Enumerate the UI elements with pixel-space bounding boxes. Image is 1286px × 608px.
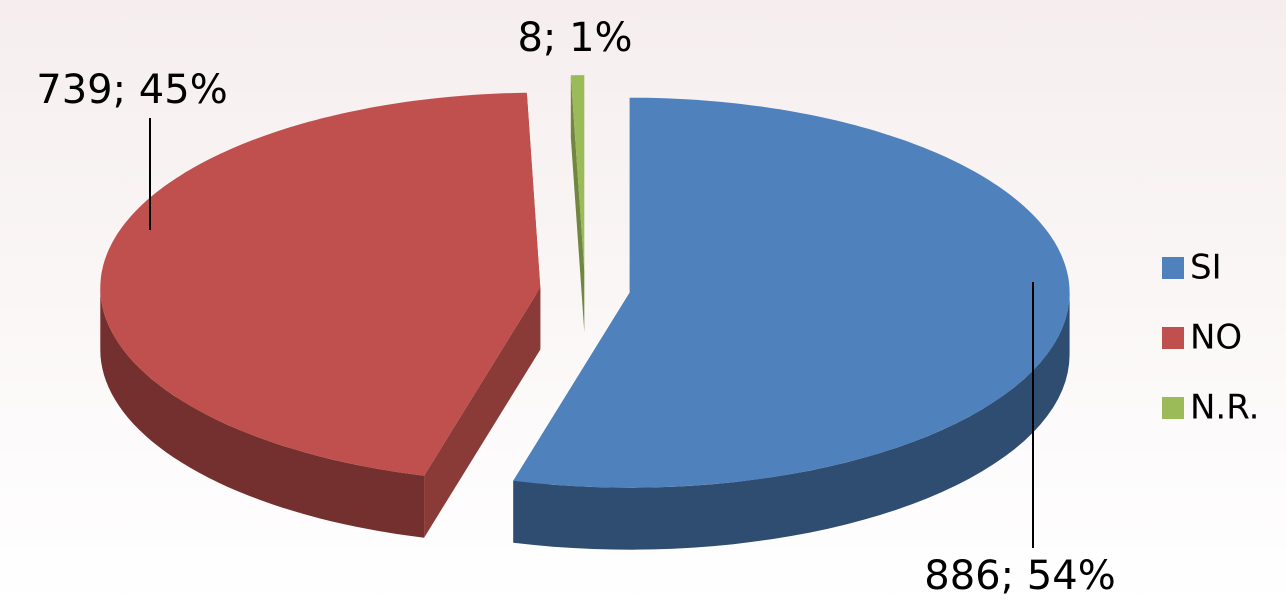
- legend-swatch: [1162, 327, 1184, 349]
- legend-swatch: [1162, 257, 1184, 279]
- legend-label: SI: [1190, 248, 1222, 288]
- chart: 886; 54% 739; 45% 8; 1% SI NO N.R.: [0, 0, 1286, 608]
- legend-swatch: [1162, 397, 1184, 419]
- data-label: 8; 1%: [517, 15, 632, 61]
- data-label: 886; 54%: [924, 553, 1115, 599]
- data-label: 739; 45%: [36, 67, 227, 113]
- legend-label: N.R.: [1190, 388, 1259, 428]
- legend-label: NO: [1190, 318, 1242, 358]
